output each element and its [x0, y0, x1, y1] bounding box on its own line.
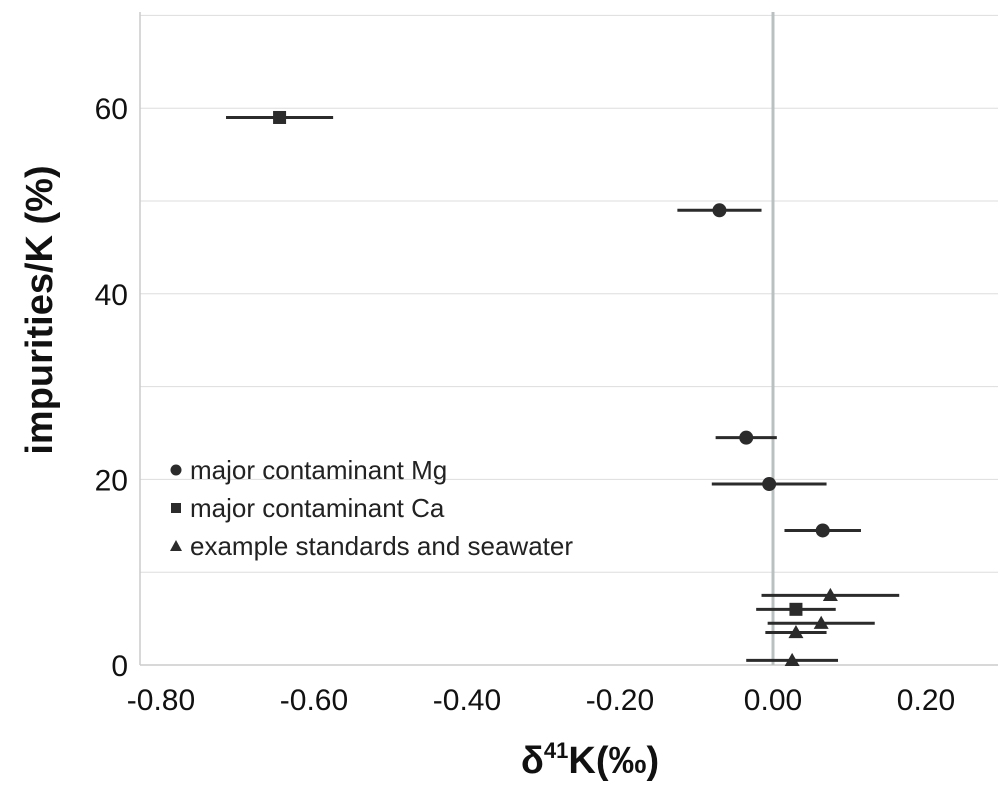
data-point-triangle — [822, 587, 838, 602]
y-axis-title: impurities/K (%) — [19, 165, 61, 454]
legend-marker-circle — [170, 464, 182, 476]
data-point-triangle — [813, 615, 829, 629]
legend: major contaminant Mg major contaminant Ca… — [170, 455, 573, 561]
legend-label: major contaminant Ca — [190, 493, 445, 523]
data-point-triangle — [784, 652, 800, 666]
axis-layer — [139, 12, 998, 666]
x-tick-label: 0.20 — [897, 684, 955, 717]
y-tick-label: 40 — [95, 279, 128, 312]
legend-label: example standards and seawater — [190, 531, 573, 561]
y-tick-label: 20 — [95, 464, 128, 497]
data-point-circle — [815, 523, 830, 538]
data-point-square — [273, 110, 287, 124]
x-tick-label: -0.60 — [280, 684, 348, 717]
y-tick-label: 0 — [111, 650, 128, 683]
data-point-triangle — [788, 625, 804, 639]
x-axis-title-rest: K(‰) — [568, 740, 659, 782]
x-tick-label: 0.00 — [744, 684, 802, 717]
data-point-circle — [712, 203, 727, 218]
legend-marker-triangle — [170, 540, 182, 551]
y-tick-label: 60 — [95, 93, 128, 126]
ticks-layer: 0 20 40 60 -0.80 -0.60 -0.40 -0.20 0.00 0.20 — [95, 93, 956, 717]
x-tick-label: -0.40 — [433, 684, 501, 717]
marks-layer — [226, 110, 900, 666]
legend-marker-square — [171, 503, 181, 513]
data-point-square — [789, 602, 803, 616]
x-axis-title-sup: 41 — [544, 738, 568, 763]
legend-label: major contaminant Mg — [190, 455, 447, 485]
x-tick-label: -0.20 — [586, 684, 654, 717]
x-tick-label: -0.80 — [127, 684, 195, 717]
x-axis-title-main: δ — [521, 740, 544, 782]
grid-layer — [140, 14, 998, 666]
x-axis-title: δ41K(‰) — [521, 738, 659, 782]
data-point-circle — [762, 477, 777, 492]
data-point-circle — [739, 430, 754, 445]
